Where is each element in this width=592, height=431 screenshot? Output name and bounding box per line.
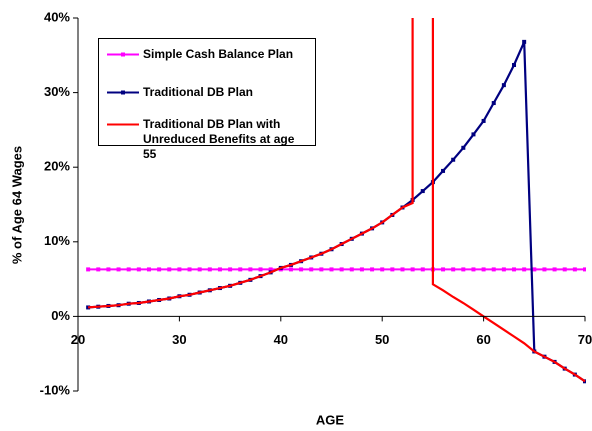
- marker: [471, 132, 476, 137]
- legend-swatch: [107, 123, 139, 126]
- marker: [339, 267, 344, 272]
- legend-marker: [121, 52, 125, 57]
- marker: [177, 267, 182, 272]
- y-tick-label: -10%: [40, 382, 71, 397]
- marker: [501, 267, 506, 272]
- marker: [491, 267, 496, 272]
- plot-area: [86, 18, 586, 384]
- legend-label: Simple Cash Balance Plan: [143, 47, 294, 61]
- marker: [522, 39, 527, 44]
- marker: [451, 157, 456, 162]
- marker: [461, 267, 466, 272]
- x-tick-label: 30: [172, 332, 186, 347]
- x-tick-label: 20: [71, 332, 85, 347]
- marker: [359, 267, 364, 272]
- legend-item: Traditional DB Plan with Unreduced Benef…: [107, 117, 303, 162]
- legend-marker: [121, 90, 125, 95]
- marker: [136, 267, 141, 272]
- marker: [572, 267, 577, 272]
- x-tick-label: 60: [476, 332, 490, 347]
- series-line: [88, 18, 586, 383]
- marker: [329, 267, 334, 272]
- marker: [410, 267, 415, 272]
- marker: [583, 267, 586, 272]
- marker: [238, 267, 243, 272]
- marker: [370, 267, 375, 272]
- marker: [481, 267, 486, 272]
- marker: [451, 267, 456, 272]
- legend: Simple Cash Balance Plan Traditional DB P…: [98, 38, 316, 161]
- marker: [319, 267, 324, 272]
- marker: [420, 267, 425, 272]
- y-axis-title: % of Age 64 Wages: [9, 146, 24, 264]
- marker: [562, 267, 567, 272]
- marker: [552, 267, 557, 272]
- marker: [146, 267, 151, 272]
- y-tick-label: 30%: [44, 84, 70, 99]
- marker: [380, 267, 385, 272]
- marker: [197, 267, 202, 272]
- marker: [258, 267, 263, 272]
- y-tick-label: 0%: [51, 308, 70, 323]
- marker: [126, 267, 131, 272]
- y-tick-label: 20%: [44, 159, 70, 174]
- marker: [207, 267, 212, 272]
- marker: [309, 267, 314, 272]
- marker: [532, 267, 537, 272]
- x-tick-label: 70: [578, 332, 592, 347]
- marker: [96, 267, 101, 272]
- x-tick-label: 40: [274, 332, 288, 347]
- legend-swatch: [107, 52, 139, 57]
- marker: [187, 267, 192, 272]
- marker: [441, 168, 446, 173]
- x-tick-label: 50: [375, 332, 389, 347]
- marker: [167, 267, 172, 272]
- marker: [471, 267, 476, 272]
- marker: [217, 267, 222, 272]
- legend-item: Simple Cash Balance Plan: [107, 47, 303, 62]
- x-axis-title: AGE: [316, 412, 345, 427]
- marker: [86, 267, 91, 272]
- marker: [420, 189, 425, 194]
- legend-swatch: [107, 90, 139, 95]
- marker: [157, 267, 162, 272]
- marker: [349, 267, 354, 272]
- marker: [501, 83, 506, 88]
- marker: [390, 267, 395, 272]
- marker: [228, 267, 233, 272]
- marker: [461, 145, 466, 150]
- marker: [522, 267, 527, 272]
- y-tick-label: 10%: [44, 233, 70, 248]
- marker: [542, 267, 547, 272]
- y-tick-label: 40%: [44, 9, 70, 24]
- marker: [491, 101, 496, 106]
- legend-label: Traditional DB Plan with Unreduced Benef…: [143, 117, 295, 161]
- marker: [400, 267, 405, 272]
- marker: [512, 267, 517, 272]
- marker: [268, 267, 273, 272]
- marker: [512, 62, 517, 67]
- marker: [299, 267, 304, 272]
- marker: [248, 267, 253, 272]
- marker: [106, 267, 111, 272]
- marker: [288, 267, 293, 272]
- marker: [116, 267, 121, 272]
- marker: [481, 118, 486, 123]
- legend-item: Traditional DB Plan: [107, 85, 303, 100]
- marker: [441, 267, 446, 272]
- legend-label: Traditional DB Plan: [143, 85, 254, 99]
